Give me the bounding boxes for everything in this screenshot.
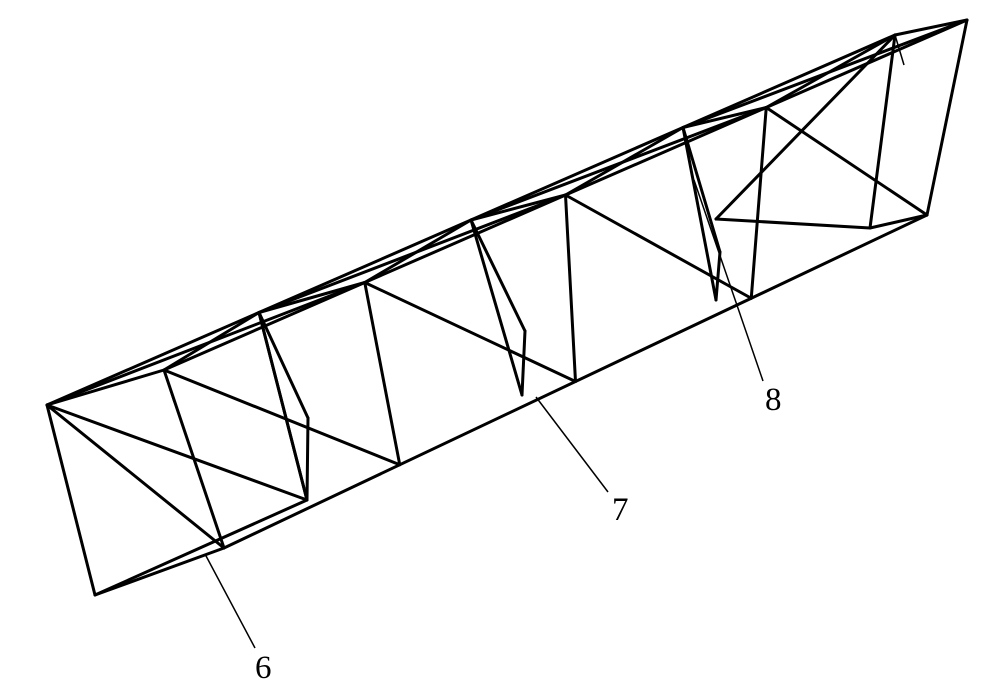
left-end-diag bbox=[47, 405, 224, 548]
right-near-vert bbox=[870, 35, 895, 228]
near-bottom-bay1 bbox=[95, 500, 307, 595]
top-diag-b-2 bbox=[566, 128, 684, 196]
near-diag-bay1 bbox=[47, 405, 307, 500]
top-diag-b-1 bbox=[365, 220, 471, 283]
fin-3-back bbox=[716, 252, 720, 300]
right-support-edge bbox=[716, 219, 870, 228]
far-vert-2 bbox=[566, 195, 576, 382]
right-support-diag bbox=[716, 35, 895, 219]
leader-1 bbox=[536, 397, 608, 492]
label-7: 7 bbox=[612, 492, 629, 528]
far-vert-1 bbox=[365, 283, 400, 465]
fin-1-front bbox=[259, 313, 307, 501]
left-near-vert bbox=[47, 405, 95, 595]
fin-3-hyp bbox=[683, 128, 720, 253]
leader-0 bbox=[205, 554, 255, 648]
far-panel-diag-0 bbox=[164, 370, 400, 465]
far-panel-diag-3 bbox=[766, 108, 927, 216]
far-vert-4 bbox=[927, 20, 967, 215]
right-bottom-edge bbox=[870, 215, 927, 228]
label-8: 8 bbox=[765, 382, 782, 418]
top-diag-b-3 bbox=[766, 35, 895, 108]
fin-3-front bbox=[683, 128, 716, 301]
top-diag-b-0 bbox=[164, 313, 259, 371]
fin-2-back bbox=[522, 331, 525, 395]
far-vert-3 bbox=[751, 108, 766, 299]
label-6: 6 bbox=[255, 650, 272, 686]
fin-1-back bbox=[307, 418, 308, 500]
far-panel-diag-1 bbox=[365, 283, 576, 382]
